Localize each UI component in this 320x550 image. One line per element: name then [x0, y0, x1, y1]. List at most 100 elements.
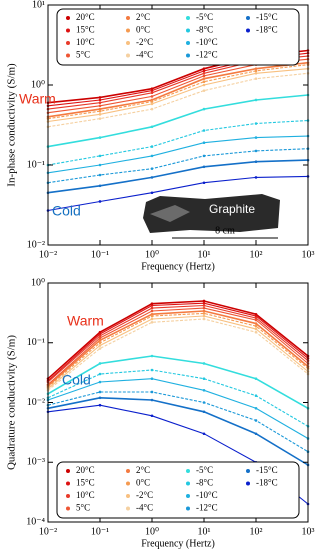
point [150, 302, 154, 306]
point [254, 312, 258, 316]
point [150, 91, 154, 95]
point [150, 414, 154, 418]
point [98, 380, 102, 384]
point [254, 330, 258, 334]
point [98, 338, 102, 342]
point [98, 372, 102, 376]
legend-marker [66, 494, 70, 498]
legend-marker [126, 506, 130, 511]
x-tick-label: 10⁻¹ [91, 249, 109, 260]
point [150, 354, 154, 358]
series-line [47, 378, 309, 439]
legend-label: -15°C [256, 465, 278, 475]
point [254, 432, 258, 436]
graphite-highlight [150, 205, 190, 222]
x-tick-label: 10³ [302, 526, 315, 537]
series-line [47, 318, 309, 391]
legend-marker [246, 16, 250, 20]
point [150, 306, 154, 310]
legend-label: 10°C [76, 37, 95, 47]
point [98, 200, 102, 203]
point [254, 69, 258, 73]
y-tick-label: 10⁻² [27, 239, 45, 250]
point [150, 377, 154, 381]
legend-label: -12°C [196, 50, 218, 60]
point [202, 77, 206, 80]
annotation: Cold [62, 372, 91, 388]
point [150, 107, 154, 111]
point [150, 100, 154, 103]
legend-marker [186, 41, 190, 45]
legend: 20°C 15°C 10°C 5°C 2°C 0°C -2°C -4°C -5°C -8°C -10… [56, 8, 300, 66]
point [202, 83, 206, 87]
x-tick-label: 10² [250, 249, 263, 260]
point [98, 163, 102, 167]
series-line [47, 302, 309, 382]
legend-label: 15°C [76, 478, 95, 488]
legend-marker [66, 28, 70, 33]
series-line [47, 159, 309, 194]
point [202, 165, 206, 169]
panel: 10⁻² 10⁻¹ 10⁰ 10¹ 10² 10³10⁻⁴10⁻³10⁻²10⁻¹10⁰F… [6, 277, 315, 549]
point [150, 314, 154, 318]
point [202, 129, 206, 132]
point [254, 314, 258, 318]
point [98, 334, 102, 338]
series-line [47, 307, 309, 385]
point [150, 176, 154, 179]
legend-marker [66, 506, 70, 511]
series-line [47, 391, 309, 453]
x-tick-label: 10⁰ [145, 249, 159, 260]
legend-label: 15°C [76, 25, 95, 35]
point [254, 149, 258, 153]
legend-marker [246, 28, 250, 33]
legend-marker [66, 53, 70, 58]
legend-box [56, 461, 300, 519]
series-line [47, 94, 309, 148]
point [150, 95, 154, 98]
legend-marker [126, 469, 130, 473]
legend-marker [66, 41, 70, 45]
legend-marker [66, 481, 70, 486]
legend-label: -2°C [136, 490, 153, 500]
legend-label: -5°C [196, 465, 213, 475]
legend-label: 20°C [76, 12, 95, 22]
legend-marker [186, 469, 190, 473]
x-tick-label: 10⁰ [145, 526, 159, 537]
point [150, 390, 154, 394]
y-tick-label: 10⁻³ [27, 457, 45, 468]
point [254, 322, 258, 325]
series-line [47, 304, 309, 383]
point [98, 154, 102, 158]
y-tick-label: 10¹ [32, 0, 45, 10]
point [98, 362, 102, 365]
point [98, 117, 102, 120]
point [150, 145, 154, 148]
point [98, 107, 102, 111]
legend-box [56, 8, 300, 66]
point [150, 309, 154, 313]
series-line [47, 68, 309, 123]
series-line [47, 310, 309, 387]
point [202, 432, 206, 436]
point [254, 377, 258, 381]
series-line [47, 300, 309, 380]
point [98, 184, 102, 188]
point [202, 389, 206, 392]
legend-label: -5°C [196, 12, 213, 22]
point [202, 309, 206, 313]
x-axis-label: Frequency (Hertz) [141, 538, 215, 549]
legend-marker [126, 494, 130, 498]
legend-label: -12°C [196, 503, 218, 513]
x-tick-label: 10¹ [198, 249, 211, 260]
x-tick-label: 10⁻² [39, 526, 57, 537]
point [98, 173, 102, 177]
point [150, 304, 154, 307]
point [202, 317, 206, 321]
legend-label: 2°C [136, 465, 150, 475]
x-tick-label: 10⁻² [39, 249, 57, 260]
point [254, 176, 258, 179]
point [202, 401, 206, 404]
series-line [47, 315, 309, 390]
point [98, 341, 102, 345]
